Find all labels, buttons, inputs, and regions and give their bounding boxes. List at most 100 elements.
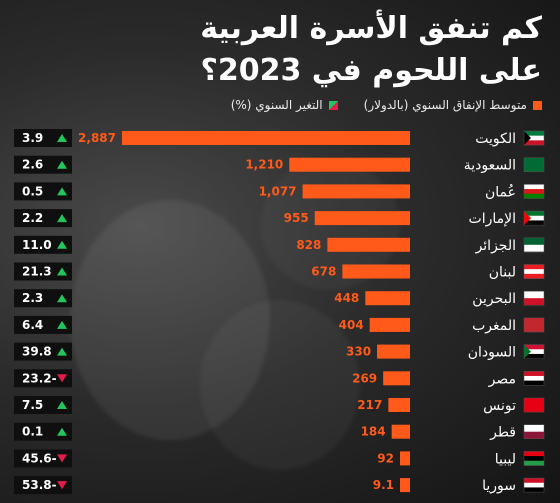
change-arrow-up-icon bbox=[57, 160, 67, 169]
flag-stripe bbox=[524, 193, 544, 199]
flag-stripe bbox=[524, 478, 544, 484]
flag-border bbox=[523, 371, 545, 386]
change-arrow-down-icon bbox=[57, 481, 67, 490]
change-value-label: 45.6- bbox=[22, 451, 57, 465]
change-arrow-up-icon bbox=[57, 214, 67, 223]
flag-border bbox=[523, 397, 545, 413]
bar bbox=[302, 184, 410, 199]
change-arrow-up-icon bbox=[57, 134, 67, 142]
country-label: البحرين bbox=[472, 291, 516, 307]
bar bbox=[383, 371, 410, 386]
country-label: الإمارات bbox=[469, 211, 516, 227]
flag-hoist bbox=[524, 131, 531, 145]
bar bbox=[369, 317, 410, 332]
bar-value-label: 269 bbox=[352, 371, 377, 385]
change-value-label: 0.1 bbox=[22, 425, 43, 439]
bar-value-label: 828 bbox=[296, 238, 321, 252]
flag-stripe bbox=[524, 398, 544, 413]
change-cell bbox=[14, 262, 72, 281]
bar-value-label: 330 bbox=[346, 345, 371, 359]
flag-stripe bbox=[524, 273, 544, 279]
flag-stripe bbox=[524, 237, 544, 246]
flag-stripe bbox=[524, 456, 544, 462]
flag-hoist bbox=[524, 211, 531, 226]
flag-stripe bbox=[524, 135, 544, 141]
flag-border bbox=[523, 264, 545, 279]
bar bbox=[327, 237, 410, 252]
bar bbox=[391, 424, 410, 439]
change-value-label: 21.3 bbox=[22, 265, 52, 279]
flag-stripe bbox=[524, 298, 544, 306]
bar bbox=[365, 291, 410, 306]
bar bbox=[289, 157, 410, 172]
change-cell bbox=[14, 129, 72, 147]
bar bbox=[400, 451, 410, 466]
background-cow-shape bbox=[70, 200, 270, 440]
change-cell bbox=[14, 235, 72, 254]
change-arrow-up-icon bbox=[57, 294, 67, 303]
flag-stripe bbox=[524, 264, 544, 270]
flag-stripe bbox=[524, 140, 544, 146]
flag-border bbox=[523, 157, 545, 172]
flag-stripe bbox=[524, 131, 544, 136]
change-cell bbox=[14, 476, 72, 495]
flag-border bbox=[523, 184, 545, 199]
flag-stripe bbox=[524, 157, 544, 172]
flag-border bbox=[523, 130, 545, 146]
change-arrow-down-icon bbox=[57, 374, 67, 383]
background-cow-shape bbox=[200, 300, 360, 470]
bar bbox=[400, 478, 410, 493]
flag-stripe bbox=[524, 317, 544, 333]
change-value-label: 11.0 bbox=[22, 238, 52, 252]
change-cell bbox=[14, 289, 72, 308]
change-cell bbox=[14, 449, 72, 468]
change-cell bbox=[14, 342, 72, 361]
bar-value-label: 1,210 bbox=[245, 158, 283, 172]
change-arrow-up-icon bbox=[57, 401, 67, 409]
chart-title: كم تنفق الأسرة العربية على اللحوم في 202… bbox=[22, 8, 542, 92]
country-label: المغرب bbox=[472, 318, 516, 334]
flag-stripe bbox=[524, 291, 544, 299]
bar-value-label: 184 bbox=[361, 425, 386, 439]
bar-value-label: 678 bbox=[311, 265, 336, 279]
country-label: عُمان bbox=[485, 184, 516, 200]
change-arrow-up-icon bbox=[57, 427, 67, 436]
change-value-label: 3.9 bbox=[22, 131, 43, 145]
flag-stripe bbox=[524, 451, 544, 457]
country-label: السودان bbox=[468, 345, 516, 361]
country-label: قطر bbox=[489, 425, 516, 441]
bar-value-label: 448 bbox=[334, 291, 359, 305]
chart-title-line1: كم تنفق الأسرة العربية bbox=[200, 11, 542, 46]
change-value-label: 39.8 bbox=[22, 345, 52, 359]
bar bbox=[314, 211, 410, 226]
legend-swatch-spending bbox=[533, 100, 542, 110]
flag-border bbox=[523, 210, 545, 226]
legend-label-change: التغير السنوي (%) bbox=[230, 98, 323, 112]
change-cell bbox=[14, 155, 72, 174]
bar bbox=[377, 344, 410, 359]
legend-item-change: التغير السنوي (%) bbox=[231, 98, 338, 112]
flag-stripe bbox=[524, 211, 544, 217]
flag-stripe bbox=[524, 380, 544, 386]
flag-stripe bbox=[524, 460, 544, 466]
country-label: السعودية bbox=[464, 158, 516, 174]
flag-border bbox=[523, 344, 545, 359]
change-value-label: 2.3 bbox=[22, 291, 43, 305]
country-label: مصر bbox=[488, 371, 516, 387]
bar-value-label: 92 bbox=[377, 451, 394, 465]
change-arrow-up-icon bbox=[57, 187, 67, 196]
bar-value-label: 1,077 bbox=[259, 184, 297, 198]
bar bbox=[388, 398, 410, 412]
flag-stripe bbox=[524, 371, 544, 377]
change-cell bbox=[14, 422, 72, 441]
change-cell bbox=[14, 209, 72, 228]
flag-border bbox=[523, 424, 545, 439]
legend-item-spending: متوسط الإنفاق السنوي (بالدولار) bbox=[364, 98, 542, 112]
change-cell bbox=[14, 315, 72, 334]
flag-stripe bbox=[524, 353, 544, 359]
change-cell bbox=[14, 369, 72, 388]
change-value-label: 0.5 bbox=[22, 184, 43, 198]
flag-border bbox=[523, 477, 545, 493]
country-label: الكويت bbox=[475, 131, 516, 147]
